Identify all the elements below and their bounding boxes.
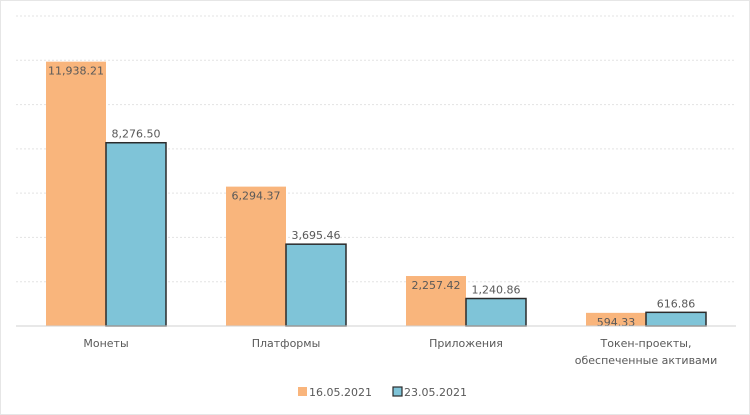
data-label: 594.33 (597, 316, 636, 329)
data-label: 1,240.86 (472, 284, 521, 297)
data-label: 3,695.46 (292, 229, 341, 242)
category-label: Платформы (252, 337, 321, 350)
bar (226, 186, 286, 326)
data-label: 8,276.50 (112, 128, 161, 141)
category-label: обеспеченные активами (575, 354, 718, 367)
data-label: 11,938.21 (48, 65, 104, 78)
data-label: 6,294.37 (232, 190, 281, 203)
legend-label: 23.05.2021 (404, 386, 467, 399)
category-label: Приложения (429, 337, 503, 350)
bar (105, 141, 167, 327)
bar (46, 61, 106, 326)
category-label: Монеты (83, 337, 128, 350)
category-label: Токен-проекты, (600, 337, 692, 350)
data-label: 616.86 (657, 297, 696, 310)
data-label: 2,257.42 (412, 279, 461, 292)
bar (406, 276, 466, 326)
bar (586, 312, 646, 326)
legend-label: 16.05.2021 (309, 386, 372, 399)
legend-swatch (392, 386, 403, 397)
bar (285, 243, 347, 327)
bar (645, 311, 707, 327)
bar (465, 297, 527, 327)
legend-swatch (298, 387, 307, 396)
